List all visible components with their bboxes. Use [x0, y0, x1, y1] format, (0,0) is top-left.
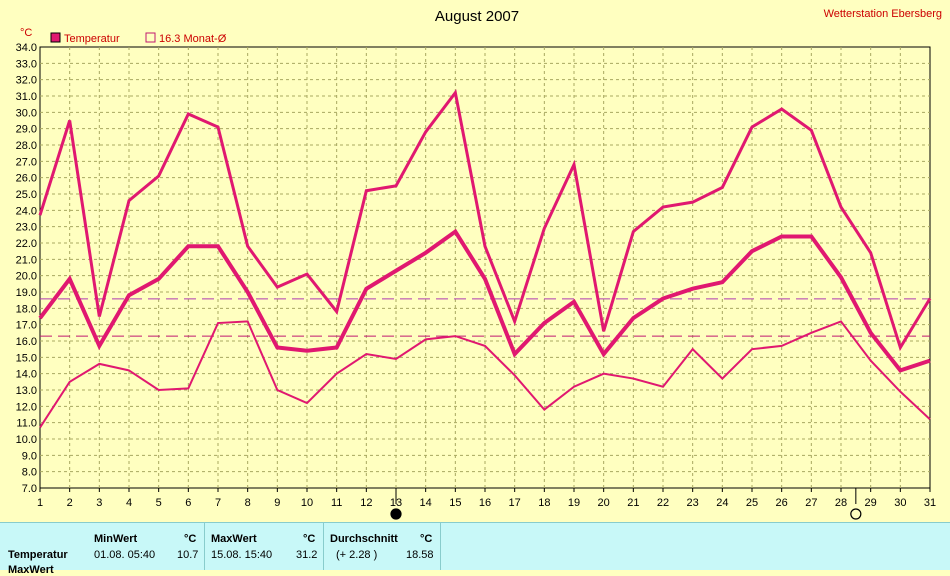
- y-tick-label: 32.0: [16, 75, 37, 87]
- y-tick-label: 28.0: [16, 140, 37, 152]
- x-tick-label: 23: [687, 497, 699, 509]
- x-tick-label: 27: [805, 497, 817, 509]
- max-value: 31.2: [296, 549, 318, 561]
- y-tick-label: 22.0: [16, 238, 37, 250]
- x-tick-label: 19: [568, 497, 580, 509]
- series-line-min: [39, 320, 931, 429]
- avg-diff: (+ 2.28 ): [336, 549, 378, 561]
- y-tick-label: 23.0: [16, 222, 37, 234]
- x-tick-label: 14: [420, 497, 432, 509]
- y-tick-label: 31.0: [16, 91, 37, 103]
- y-tick-label: 9.0: [22, 450, 37, 462]
- x-tick-label: 6: [185, 497, 191, 509]
- stats-row-label-2: MaxWert: [8, 564, 54, 576]
- x-tick-label: 10: [301, 497, 313, 509]
- x-tick-label: 20: [598, 497, 610, 509]
- x-tick-label: 29: [865, 497, 877, 509]
- x-tick-label: 28: [835, 497, 847, 509]
- chart-title: August 2007: [435, 8, 519, 25]
- x-tick-label: 1: [37, 497, 43, 509]
- max-date: 15.08. 15:40: [211, 549, 273, 561]
- x-tick-label: 2: [67, 497, 73, 509]
- avg-header: Durchschnitt: [330, 533, 398, 545]
- min-value: 10.7: [177, 549, 199, 561]
- max-unit: °C: [303, 533, 316, 545]
- min-header: MinWert: [94, 533, 138, 545]
- y-tick-label: 33.0: [16, 58, 37, 70]
- y-tick-label: 27.0: [16, 156, 37, 168]
- y-tick-label: 34.0: [16, 42, 37, 54]
- y-tick-label: 17.0: [16, 320, 37, 332]
- y-tick-label: 11.0: [16, 418, 37, 430]
- min-date: 01.08. 05:40: [94, 549, 156, 561]
- x-tick-label: 24: [716, 497, 728, 509]
- x-tick-label: 8: [245, 497, 251, 509]
- full-moon-icon: [850, 508, 862, 520]
- x-tick-label: 31: [924, 497, 936, 509]
- x-tick-label: 11: [331, 497, 342, 509]
- x-tick-label: 7: [215, 497, 221, 509]
- x-tick-label: 15: [449, 497, 461, 509]
- y-tick-label: 8.0: [22, 467, 37, 479]
- x-tick-label: 17: [509, 497, 521, 509]
- x-tick-label: 22: [657, 497, 669, 509]
- station-name: Wetterstation Ebersberg: [824, 8, 942, 20]
- y-tick-label: 10.0: [16, 434, 37, 446]
- x-tick-label: 5: [156, 497, 162, 509]
- x-tick-label: 21: [627, 497, 639, 509]
- temperature-chart: 7.0 8.0 9.0 10.0 11.0 12.0 13.0 14.0 15.0 16.0 17.…: [16, 8, 942, 520]
- legend-avg-swatch: [145, 32, 156, 43]
- y-tick-label: 24.0: [16, 205, 37, 217]
- y-tick-label: 30.0: [16, 107, 37, 119]
- x-tick-label: 18: [538, 497, 550, 509]
- x-tick-label: 3: [96, 497, 102, 509]
- y-tick-label: 19.0: [16, 287, 37, 299]
- y-tick-label: 13.0: [16, 385, 37, 397]
- legend-series-swatch: [50, 32, 61, 43]
- y-tick-label: 14.0: [16, 369, 37, 381]
- y-tick-label: 25.0: [16, 189, 37, 201]
- y-tick-label: 7.0: [22, 483, 37, 495]
- legend-avg-label: 16.3 Monat-Ø: [159, 33, 227, 45]
- avg-unit: °C: [420, 533, 433, 545]
- series-line-max: [38, 89, 932, 352]
- max-header: MaxWert: [211, 533, 257, 545]
- y-tick-label: 26.0: [16, 173, 37, 185]
- legend-series-label: Temperatur: [64, 33, 120, 45]
- series-line-avg: [38, 228, 931, 373]
- stats-row-label: Temperatur: [8, 549, 68, 561]
- y-tick-label: 29.0: [16, 124, 37, 136]
- x-tick-label: 25: [746, 497, 758, 509]
- statistics-panel: Temperatur MaxWert MinWert °C 01.08. 05:…: [0, 522, 950, 576]
- y-tick-label: 20.0: [16, 271, 37, 283]
- new-moon-icon: [390, 508, 402, 520]
- min-value-cell: MinWert °C 01.08. 05:40 10.7: [88, 523, 205, 570]
- max-value-cell: MaxWert °C 15.08. 15:40 31.2: [205, 523, 324, 570]
- average-cell: Durchschnitt °C (+ 2.28 ) 18.58: [324, 523, 441, 570]
- y-tick-label: 21.0: [16, 254, 37, 266]
- x-tick-label: 9: [274, 497, 280, 509]
- x-tick-label: 16: [479, 497, 491, 509]
- x-tick-label: 26: [776, 497, 788, 509]
- y-tick-label: 12.0: [16, 401, 37, 413]
- x-tick-label: 30: [894, 497, 906, 509]
- y-axis-unit: °C: [20, 27, 32, 39]
- y-tick-label: 16.0: [16, 336, 37, 348]
- y-tick-label: 15.0: [16, 352, 37, 364]
- y-tick-label: 18.0: [16, 303, 37, 315]
- x-tick-label: 12: [360, 497, 372, 509]
- x-tick-label: 4: [126, 497, 132, 509]
- avg-value: 18.58: [406, 549, 434, 561]
- min-unit: °C: [184, 533, 197, 545]
